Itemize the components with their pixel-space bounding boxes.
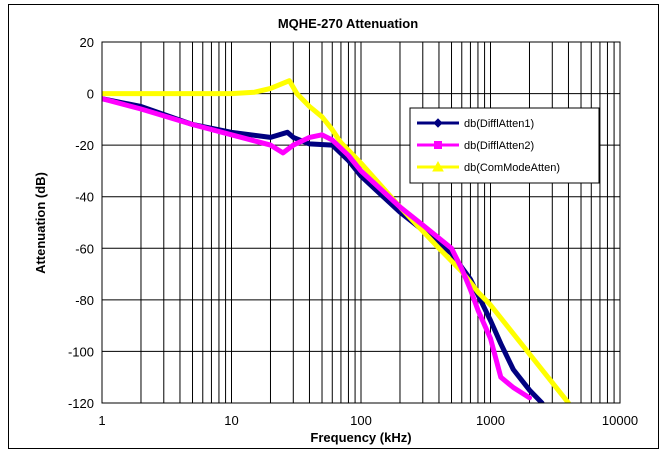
- chart-title: MQHE-270 Attenuation: [278, 16, 418, 31]
- y-axis-label: Attenuation (dB): [33, 172, 48, 274]
- legend-marker: [434, 141, 442, 149]
- series-layer: [102, 78, 571, 403]
- y-axis-ticks: 20 0 -20 -40 -60 -80 -100 -120: [68, 35, 94, 411]
- series-clip-group: [102, 78, 571, 403]
- series-line-1: [102, 96, 532, 401]
- x-axis-label: Frequency (kHz): [310, 430, 411, 445]
- x-axis-ticks: 1 10 100 1000 10000: [98, 413, 638, 428]
- x-tick-label: 100: [350, 413, 372, 428]
- plot-area: [101, 41, 621, 404]
- chart-grid: [101, 41, 620, 404]
- y-tick-label: -100: [68, 344, 94, 359]
- y-tick-label: -20: [75, 138, 94, 153]
- legend: db(DifflAtten1) db(DifflAtten2) db(ComMode…: [409, 107, 600, 184]
- y-tick-label: -120: [68, 396, 94, 411]
- x-tick-label: 1: [98, 413, 105, 428]
- x-tick-label: 10: [224, 413, 238, 428]
- legend-marker: [432, 160, 444, 172]
- y-tick-label: 20: [80, 35, 94, 50]
- legend-label: db(DifflAtten1): [464, 118, 534, 130]
- x-tick-label: 10000: [602, 413, 638, 428]
- series-line-0: [102, 96, 545, 403]
- legend-label: db(DifflAtten2): [464, 140, 534, 152]
- attenuation-chart: MQHE-270 Attenuation 1 10 100 1000 10000 20 0…: [33, 16, 638, 445]
- y-tick-label: 0: [87, 87, 94, 102]
- legend-label: db(ComModeAtten): [464, 162, 560, 174]
- y-tick-label: -80: [75, 293, 94, 308]
- legend-marker: [433, 118, 443, 128]
- x-tick-label: 1000: [476, 413, 505, 428]
- y-tick-label: -60: [75, 241, 94, 256]
- series-line-2: [102, 78, 571, 403]
- y-tick-label: -40: [75, 190, 94, 205]
- chart-frame: MQHE-270 Attenuation 1 10 100 1000 10000 20 0…: [8, 4, 659, 449]
